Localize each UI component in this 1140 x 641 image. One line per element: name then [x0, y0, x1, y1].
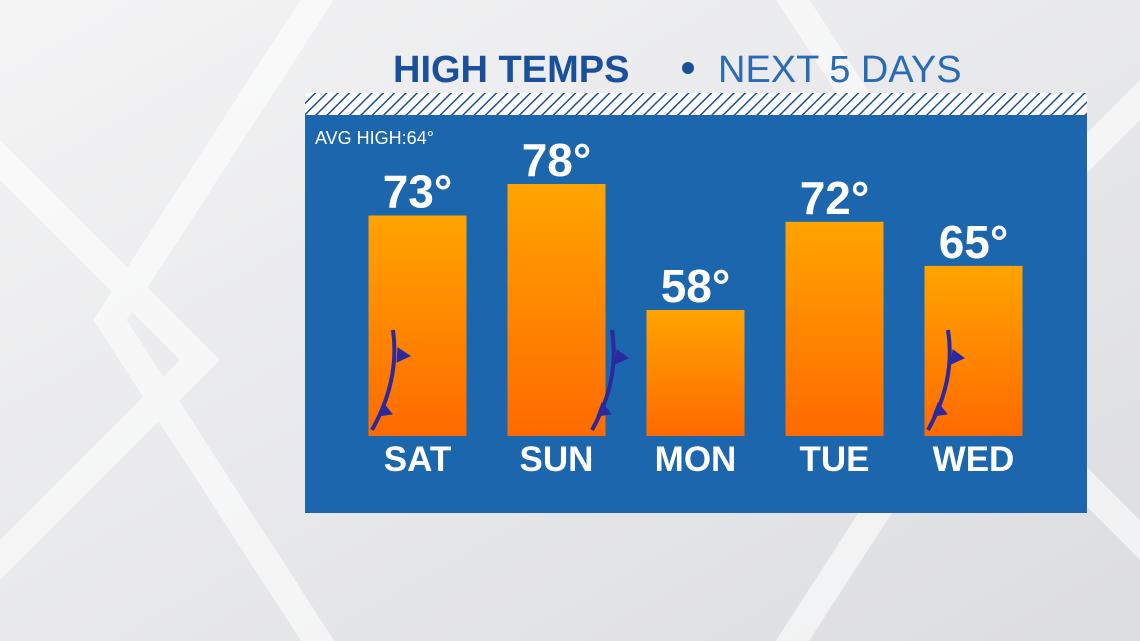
x-tick-label: MON	[655, 440, 737, 479]
x-tick-label: SAT	[384, 440, 451, 479]
title-separator	[682, 62, 694, 74]
x-tick-label: SUN	[520, 440, 594, 479]
x-tick-label: WED	[933, 440, 1015, 479]
value-label: 72°	[800, 172, 870, 224]
value-label: 65°	[939, 216, 1009, 268]
value-label: 58°	[661, 260, 731, 312]
value-label: 73°	[383, 166, 453, 218]
hatch-band	[305, 93, 1087, 115]
x-tick-label: TUE	[800, 440, 870, 479]
bar	[507, 184, 606, 436]
chart-subtitle: NEXT 5 DAYS	[718, 49, 962, 91]
bar	[646, 310, 745, 436]
bar	[785, 221, 884, 436]
cold-fronts	[370, 329, 965, 431]
annotation: AVG HIGH:64°	[315, 128, 434, 148]
chart-title: HIGH TEMPS	[393, 49, 629, 91]
value-label: 78°	[522, 134, 592, 186]
